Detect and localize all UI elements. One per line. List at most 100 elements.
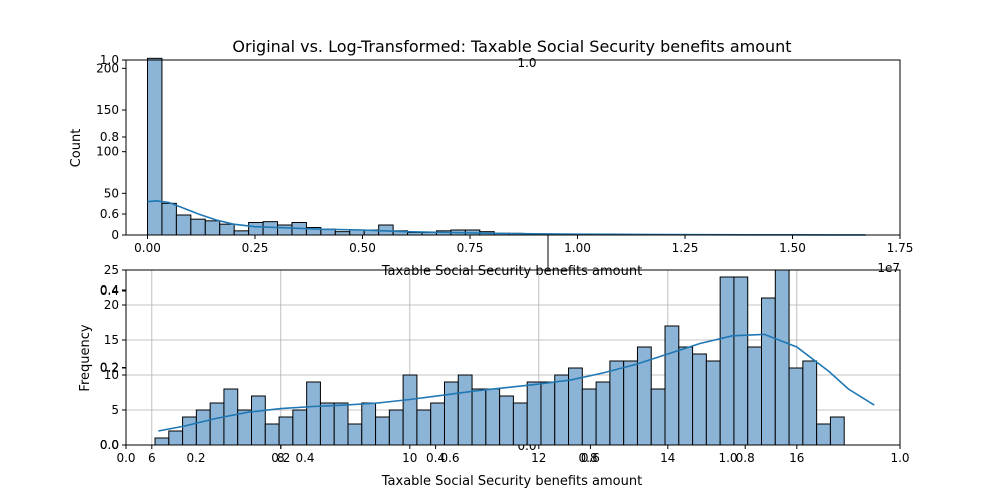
histogram-bar-44 <box>761 297 776 446</box>
histogram-bar-0 <box>147 57 163 236</box>
histogram-bar-25 <box>499 395 514 446</box>
histogram-bar-0 <box>154 437 170 446</box>
histogram-bar-37 <box>664 325 680 446</box>
histogram-bar-9 <box>278 416 294 446</box>
top-histogram: 0.00 0.25 0.50 0.75 1.00 1.25 1.50 1.75 0 50 100 1… <box>69 57 913 279</box>
y-tick-label-2: 100 <box>96 145 119 159</box>
bottom-x-label: Taxable Social Security benefits amount <box>381 474 642 489</box>
top-x-label: Taxable Social Security benefits amount <box>381 264 642 279</box>
ghost-bottom-label-5: 1.0 <box>890 451 909 465</box>
histogram-bar-6 <box>233 230 250 236</box>
x-tick-label-2: 10 <box>402 451 417 465</box>
ghost-left-label-0: 0.0 <box>100 438 119 452</box>
histogram-bar-15 <box>361 402 377 446</box>
ghost-top-label: 1.0 <box>517 56 536 70</box>
histogram-bar-17 <box>388 409 404 446</box>
top-y-ticks: 0 50 100 150 200 <box>96 61 126 242</box>
top-y-label: Count <box>69 129 84 168</box>
histogram-bar-28 <box>540 381 556 446</box>
figure-title: Original vs. Log-Transformed: Taxable So… <box>232 37 791 56</box>
inner-left-label-0: 0.0 <box>100 438 119 452</box>
histogram-bar-2 <box>175 214 192 236</box>
y-tick-label-3: 150 <box>96 103 119 117</box>
ghost-bottom-label-4: 0.8 <box>736 451 755 465</box>
histogram-bar-21 <box>443 381 459 446</box>
x-tick-label-5: 16 <box>789 451 804 465</box>
histogram-bar-3 <box>195 409 211 446</box>
histogram-bar-14 <box>347 423 363 446</box>
ghost-bottom-label-0: 0.0 <box>116 451 135 465</box>
inner-bottom-label-2: 0.4 <box>295 451 314 465</box>
inner-bottom-label-3: 0.6 <box>440 451 459 465</box>
histogram-bar-48 <box>816 423 831 446</box>
histogram-bar-45 <box>774 269 790 446</box>
y-tick-label-1: 5 <box>111 403 119 417</box>
bottom-histogram: 6 8 10 12 14 16 0 5 10 15 20 25 Taxable Social Sec… <box>78 263 901 489</box>
histogram-bar-2 <box>182 416 197 446</box>
inner-bottom-label-1: 0.2 <box>186 451 205 465</box>
x-tick-label-6: 1.50 <box>779 241 806 255</box>
histogram-bar-46 <box>788 367 804 446</box>
histogram-bar-38 <box>678 346 694 446</box>
histogram-bar-3 <box>190 218 206 236</box>
histogram-bar-33 <box>609 360 625 446</box>
ghost-left-label-3: 0.6 <box>100 207 119 221</box>
inner-bottom-label-4: 0.8 <box>578 451 597 465</box>
histogram-bar-5 <box>219 223 235 236</box>
y-tick-label-5: 25 <box>104 263 119 277</box>
histogram-bar-7 <box>251 395 266 446</box>
x-tick-label-3: 0.75 <box>457 241 484 255</box>
histogram-bar-34 <box>623 360 638 446</box>
bottom-axes-frame <box>125 269 901 446</box>
x-tick-label-7: 1.75 <box>887 241 914 255</box>
histogram-bar-12 <box>319 402 335 446</box>
y-tick-label-2: 10 <box>104 368 119 382</box>
histogram-bar-41 <box>719 276 735 446</box>
inner-ghost-axes: 0.00.20.40.2 0.4 0.6 0.8 1.0 <box>100 283 738 465</box>
x-tick-label-1: 8 <box>277 451 285 465</box>
x-tick-label-1: 0.25 <box>242 241 269 255</box>
ghost-left-label-5: 1.0 <box>100 53 119 67</box>
x-tick-label-3: 12 <box>531 451 546 465</box>
histogram-bar-10 <box>292 409 308 446</box>
histogram-bar-22 <box>457 374 473 446</box>
bottom-y-ticks: 0 5 10 15 20 25 <box>104 263 126 452</box>
histogram-bar-24 <box>485 388 501 446</box>
histogram-bar-13 <box>333 402 349 446</box>
histogram-bar-29 <box>554 374 570 446</box>
x-tick-label-0: 6 <box>148 451 156 465</box>
ghost-left-label-1: 0.2 <box>100 361 119 375</box>
histogram-bar-18 <box>402 374 418 446</box>
y-tick-label-4: 20 <box>104 298 119 312</box>
histogram-bar-9 <box>277 224 293 236</box>
y-tick-label-0: 0 <box>111 438 119 452</box>
histogram-bar-1 <box>168 430 184 446</box>
top-x-ticks: 0.00 0.25 0.50 0.75 1.00 1.25 1.50 1.75 <box>134 235 913 255</box>
top-bars <box>147 57 582 236</box>
ghost-left-label-4: 0.8 <box>100 130 119 144</box>
histogram-bar-7 <box>248 222 264 236</box>
ghost-bottom-label-3: 0.6 <box>581 451 600 465</box>
top-axes-frame <box>125 59 901 236</box>
y-tick-label-4: 200 <box>96 61 119 75</box>
histogram-bar-4 <box>204 220 221 236</box>
ghost-bottom-label-1: 0.2 <box>271 451 290 465</box>
bottom-kde-line <box>158 333 875 432</box>
histogram-bar-39 <box>692 353 707 446</box>
histogram-bar-40 <box>705 360 721 446</box>
histogram-bar-16 <box>375 416 390 446</box>
histogram-bar-19 <box>416 409 432 446</box>
histogram-bar-4 <box>209 402 225 446</box>
x-tick-label-2: 0.50 <box>349 241 376 255</box>
ghost-bottom-label-2: 0.4 <box>426 451 445 465</box>
histogram-bar-26 <box>512 402 528 446</box>
histogram-bar-6 <box>237 409 253 446</box>
y-tick-label-0: 0 <box>111 228 119 242</box>
histogram-bar-36 <box>650 388 666 446</box>
bottom-bars <box>154 269 845 446</box>
x-tick-label-4: 14 <box>660 451 675 465</box>
x-tick-label-5: 1.25 <box>672 241 699 255</box>
histogram-bar-42 <box>733 276 749 446</box>
histogram-bar-49 <box>829 416 845 446</box>
